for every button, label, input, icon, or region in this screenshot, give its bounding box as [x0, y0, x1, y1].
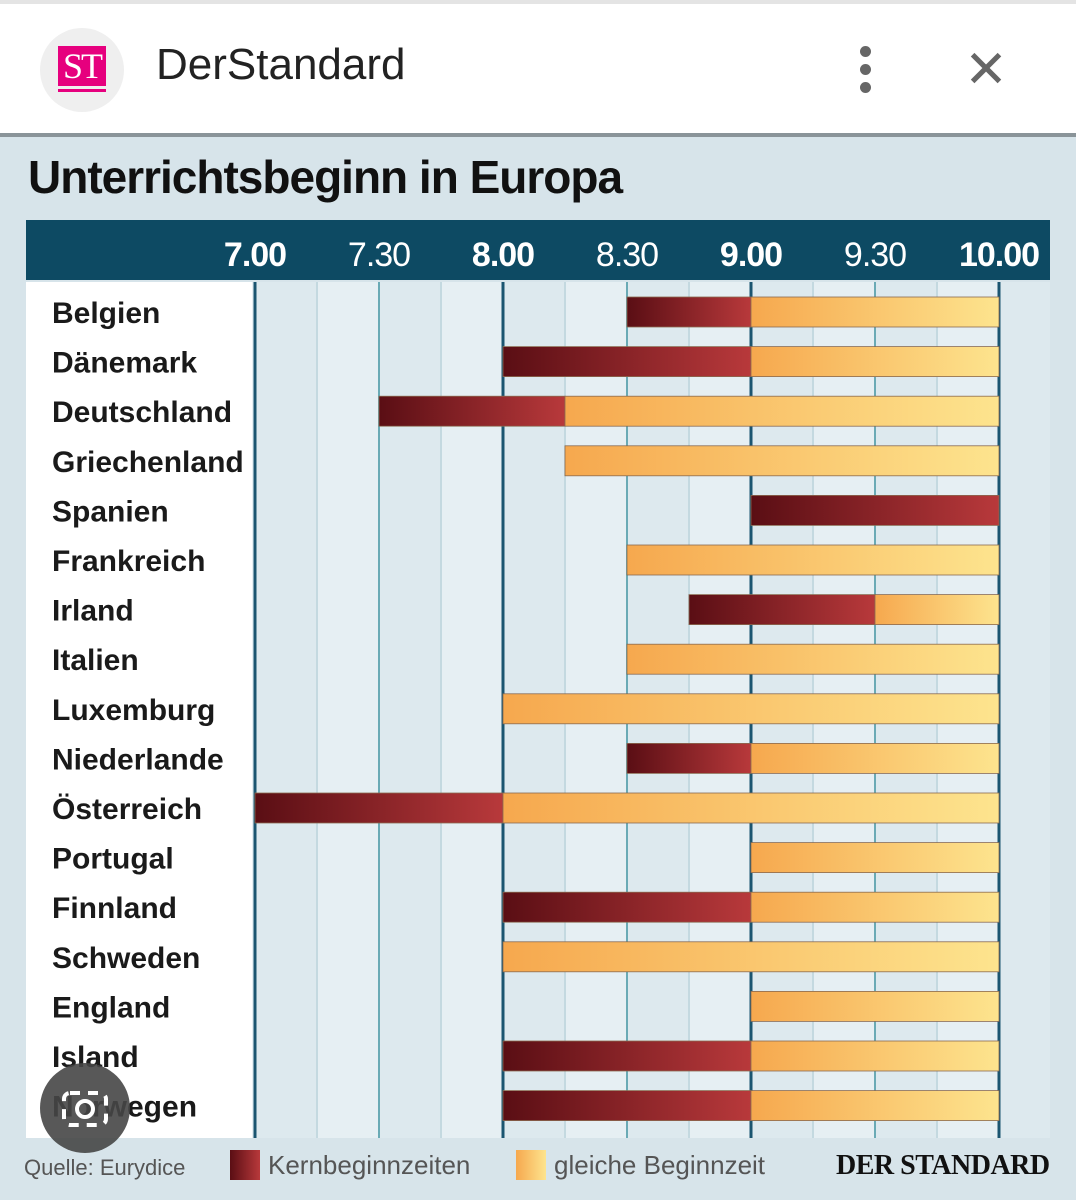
- bar-gleiche-beginnzeit: [750, 346, 1000, 378]
- bar-gleiche-beginnzeit: [626, 544, 1000, 576]
- category-label: Österreich: [52, 793, 202, 826]
- category-label: Niederlande: [52, 743, 224, 776]
- grid-band: [255, 282, 317, 1138]
- legend-label-kern: Kernbeginnzeiten: [268, 1150, 471, 1180]
- bar-kernbeginnzeiten: [502, 1040, 752, 1072]
- category-label: Italien: [52, 644, 139, 677]
- bar-gleiche-beginnzeit: [502, 792, 1000, 824]
- category-label: Finnland: [52, 892, 177, 925]
- bar-gleiche-beginnzeit: [750, 991, 1000, 1022]
- bar-gleiche-beginnzeit: [502, 941, 1000, 973]
- bar-gleiche-beginnzeit: [750, 296, 1000, 328]
- bar-gleiche-beginnzeit: [502, 693, 1000, 725]
- legend-swatch-kern: [230, 1150, 260, 1180]
- x-tick-label: 8.30: [596, 236, 658, 274]
- bar-gleiche-beginnzeit: [626, 643, 1000, 675]
- x-tick-label: 10.00: [959, 236, 1039, 274]
- category-label: Irland: [52, 595, 134, 628]
- brand-wordmark: DER STANDARD: [836, 1150, 1050, 1181]
- bar-gleiche-beginnzeit: [564, 445, 1000, 477]
- bar-gleiche-beginnzeit: [750, 743, 1000, 774]
- camera-lens-icon[interactable]: [40, 1063, 130, 1153]
- category-label: Frankreich: [52, 545, 205, 578]
- bar-kernbeginnzeiten: [688, 594, 876, 625]
- bar-kernbeginnzeiten: [626, 743, 752, 774]
- chart-title: Unterrichtsbeginn in Europa: [28, 151, 623, 203]
- category-label: Schweden: [52, 942, 200, 975]
- x-tick-label: 9.00: [720, 236, 782, 274]
- x-tick-label: 8.00: [472, 236, 534, 274]
- category-label: Luxemburg: [52, 694, 215, 727]
- bar-gleiche-beginnzeit: [874, 594, 1000, 625]
- bar-kernbeginnzeiten: [502, 891, 752, 923]
- status-divider: [0, 0, 1076, 4]
- bar-gleiche-beginnzeit: [750, 842, 1000, 873]
- grid-band: [1000, 282, 1050, 1138]
- close-icon[interactable]: ✕: [964, 41, 1008, 99]
- bar-kernbeginnzeiten: [502, 346, 752, 378]
- category-label: England: [52, 991, 170, 1024]
- legend-swatch-gleich: [516, 1150, 546, 1180]
- legend-label-gleich: gleiche Beginnzeit: [554, 1150, 766, 1180]
- bar-gleiche-beginnzeit: [564, 395, 1000, 427]
- bar-kernbeginnzeiten: [626, 296, 752, 328]
- site-logo[interactable]: ST: [40, 28, 124, 112]
- x-tick-label: 9.30: [844, 236, 906, 274]
- category-label: Dänemark: [52, 347, 197, 380]
- bar-gleiche-beginnzeit: [750, 1090, 1000, 1121]
- bar-kernbeginnzeiten: [750, 494, 1000, 526]
- category-label: Griechenland: [52, 446, 244, 479]
- more-vert-icon[interactable]: [850, 44, 882, 94]
- category-label-column: [26, 282, 252, 1138]
- app-bar: ST DerStandard ✕: [0, 4, 1076, 132]
- x-tick-label: 7.30: [348, 236, 410, 274]
- source-label: Quelle: Eurydice: [24, 1155, 186, 1180]
- x-tick-label: 7.00: [224, 236, 286, 274]
- category-label: Belgien: [52, 297, 160, 330]
- logo-underline: [58, 89, 106, 92]
- bar-kernbeginnzeiten: [502, 1090, 752, 1121]
- site-title: DerStandard: [156, 40, 406, 89]
- category-label: Deutschland: [52, 396, 232, 429]
- bar-gleiche-beginnzeit: [750, 891, 1000, 923]
- logo-mark: ST: [58, 46, 106, 86]
- category-label: Spanien: [52, 495, 169, 528]
- category-label: Portugal: [52, 843, 174, 876]
- bar-kernbeginnzeiten: [254, 792, 504, 824]
- bar-gleiche-beginnzeit: [750, 1040, 1000, 1072]
- bar-kernbeginnzeiten: [378, 395, 566, 427]
- axis-header-band: [26, 220, 1050, 280]
